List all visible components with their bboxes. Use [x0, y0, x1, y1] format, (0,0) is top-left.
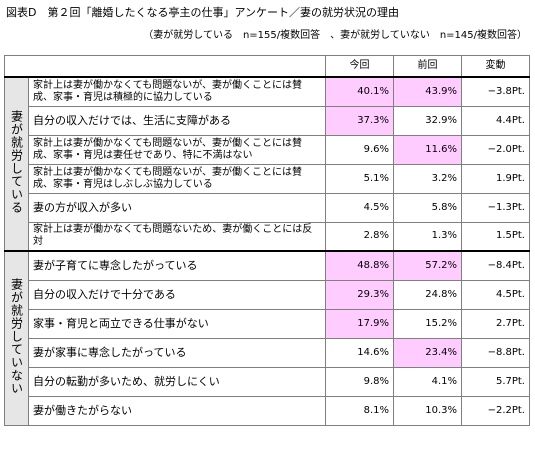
table-row: 妻が就労している 家計上は妻が働かなくても問題ないが、妻が働くことには賛成、家事…	[4, 76, 530, 252]
value-previous: 5.8%	[393, 192, 462, 223]
header-row: 今回 前回 変動	[4, 55, 530, 78]
value-current: 4.5%	[325, 192, 394, 223]
value-current: 9.8%	[325, 366, 394, 397]
table-row: 自分の収入だけで十分である 29.3% 24.8% 4.5Pt.	[5, 279, 530, 310]
value-change: 5.7Pt.	[461, 366, 530, 397]
figure-title: 図表D 第２回「離婚したくなる亭主の仕事」アンケート／妻の就労状況の理由	[6, 6, 400, 19]
row-label: 家計上は妻が働かなくても問題ないが、妻が働くことには賛成、家事・育児はしぶしぶ協…	[28, 163, 326, 194]
value-current: 14.6%	[325, 337, 394, 368]
row-label: 自分の転勤が多いため、就労しにくい	[28, 366, 326, 397]
survey-table: 今回 前回 変動 妻が就労している 家計上は妻が働かなくても問題ないが、妻が働く…	[4, 55, 530, 426]
value-current: 37.3%	[325, 105, 394, 136]
value-previous: 10.3%	[393, 395, 462, 426]
value-change: 1.9Pt.	[461, 163, 530, 194]
value-current: 29.3%	[325, 279, 394, 310]
value-change: −8.4Pt.	[461, 250, 530, 281]
value-current: 40.1%	[325, 76, 394, 107]
table-row: 自分の収入だけでは、生活に支障がある 37.3% 32.9% 4.4Pt.	[5, 105, 530, 136]
header-previous: 前回	[393, 55, 462, 78]
value-previous: 43.9%	[393, 76, 462, 107]
group-label-working: 妻が就労している	[4, 76, 29, 252]
row-label: 家計上は妻が働かなくても問題ないが、妻が働くことには賛成、家事・育児は積極的に協…	[28, 76, 326, 107]
row-label: 家計上は妻が働かなくても問題ないが、妻が働くことには賛成、家事・育児は妻任せであ…	[28, 134, 326, 165]
value-current: 48.8%	[325, 250, 394, 281]
value-change: 2.7Pt.	[461, 308, 530, 339]
row-label: 家計上は妻が働かなくても問題ないため、妻が働くことには反対	[28, 221, 326, 252]
table-row: 家計上は妻が働かなくても問題ないが、妻が働くことには賛成、家事・育児はしぶしぶ協…	[5, 163, 530, 194]
sample-note: （妻が就労している n=155/複数回答 、妻が就労していない n=145/複数…	[143, 30, 527, 41]
group-label-not-working: 妻が就労していない	[4, 250, 29, 426]
row-label: 家事・育児と両立できる仕事がない	[28, 308, 326, 339]
value-current: 8.1%	[325, 395, 394, 426]
value-change: 4.4Pt.	[461, 105, 530, 136]
row-label: 妻が家事に専念したがっている	[28, 337, 326, 368]
value-current: 9.6%	[325, 134, 394, 165]
header-change: 変動	[461, 55, 530, 78]
row-label: 自分の収入だけで十分である	[28, 279, 326, 310]
header-current: 今回	[325, 55, 394, 78]
table-row: 家計上は妻が働かなくても問題ないため、妻が働くことには反対 2.8% 1.3% …	[5, 221, 530, 252]
value-previous: 32.9%	[393, 105, 462, 136]
table-row: 妻の方が収入が多い 4.5% 5.8% −1.3Pt.	[5, 192, 530, 223]
value-previous: 1.3%	[393, 221, 462, 252]
value-change: −1.3Pt.	[461, 192, 530, 223]
value-current: 17.9%	[325, 308, 394, 339]
value-previous: 11.6%	[393, 134, 462, 165]
value-previous: 15.2%	[393, 308, 462, 339]
value-current: 2.8%	[325, 221, 394, 252]
value-previous: 23.4%	[393, 337, 462, 368]
table-row: 家計上は妻が働かなくても問題ないが、妻が働くことには賛成、家事・育児は妻任せであ…	[5, 134, 530, 165]
value-change: 1.5Pt.	[461, 221, 530, 252]
value-previous: 4.1%	[393, 366, 462, 397]
row-label: 妻の方が収入が多い	[28, 192, 326, 223]
table-body: 妻が就労している 家計上は妻が働かなくても問題ないが、妻が働くことには賛成、家事…	[4, 76, 530, 426]
table-row: 自分の転勤が多いため、就労しにくい 9.8% 4.1% 5.7Pt.	[5, 366, 530, 397]
table-row: 妻が働きたがらない 8.1% 10.3% −2.2Pt.	[5, 395, 530, 426]
row-label: 妻が子育てに専念したがっている	[28, 250, 326, 281]
table-row: 妻が就労していない 妻が子育てに専念したがっている 48.8% 57.2% −8…	[4, 250, 530, 426]
header-blank	[4, 55, 326, 78]
row-label: 妻が働きたがらない	[28, 395, 326, 426]
table-row: 妻が家事に専念したがっている 14.6% 23.4% −8.8Pt.	[5, 337, 530, 368]
row-label: 自分の収入だけでは、生活に支障がある	[28, 105, 326, 136]
value-change: −8.8Pt.	[461, 337, 530, 368]
table-row: 家事・育児と両立できる仕事がない 17.9% 15.2% 2.7Pt.	[5, 308, 530, 339]
value-previous: 3.2%	[393, 163, 462, 194]
value-previous: 24.8%	[393, 279, 462, 310]
value-change: −2.0Pt.	[461, 134, 530, 165]
value-change: −3.8Pt.	[461, 76, 530, 107]
value-current: 5.1%	[325, 163, 394, 194]
value-previous: 57.2%	[393, 250, 462, 281]
value-change: 4.5Pt.	[461, 279, 530, 310]
value-change: −2.2Pt.	[461, 395, 530, 426]
